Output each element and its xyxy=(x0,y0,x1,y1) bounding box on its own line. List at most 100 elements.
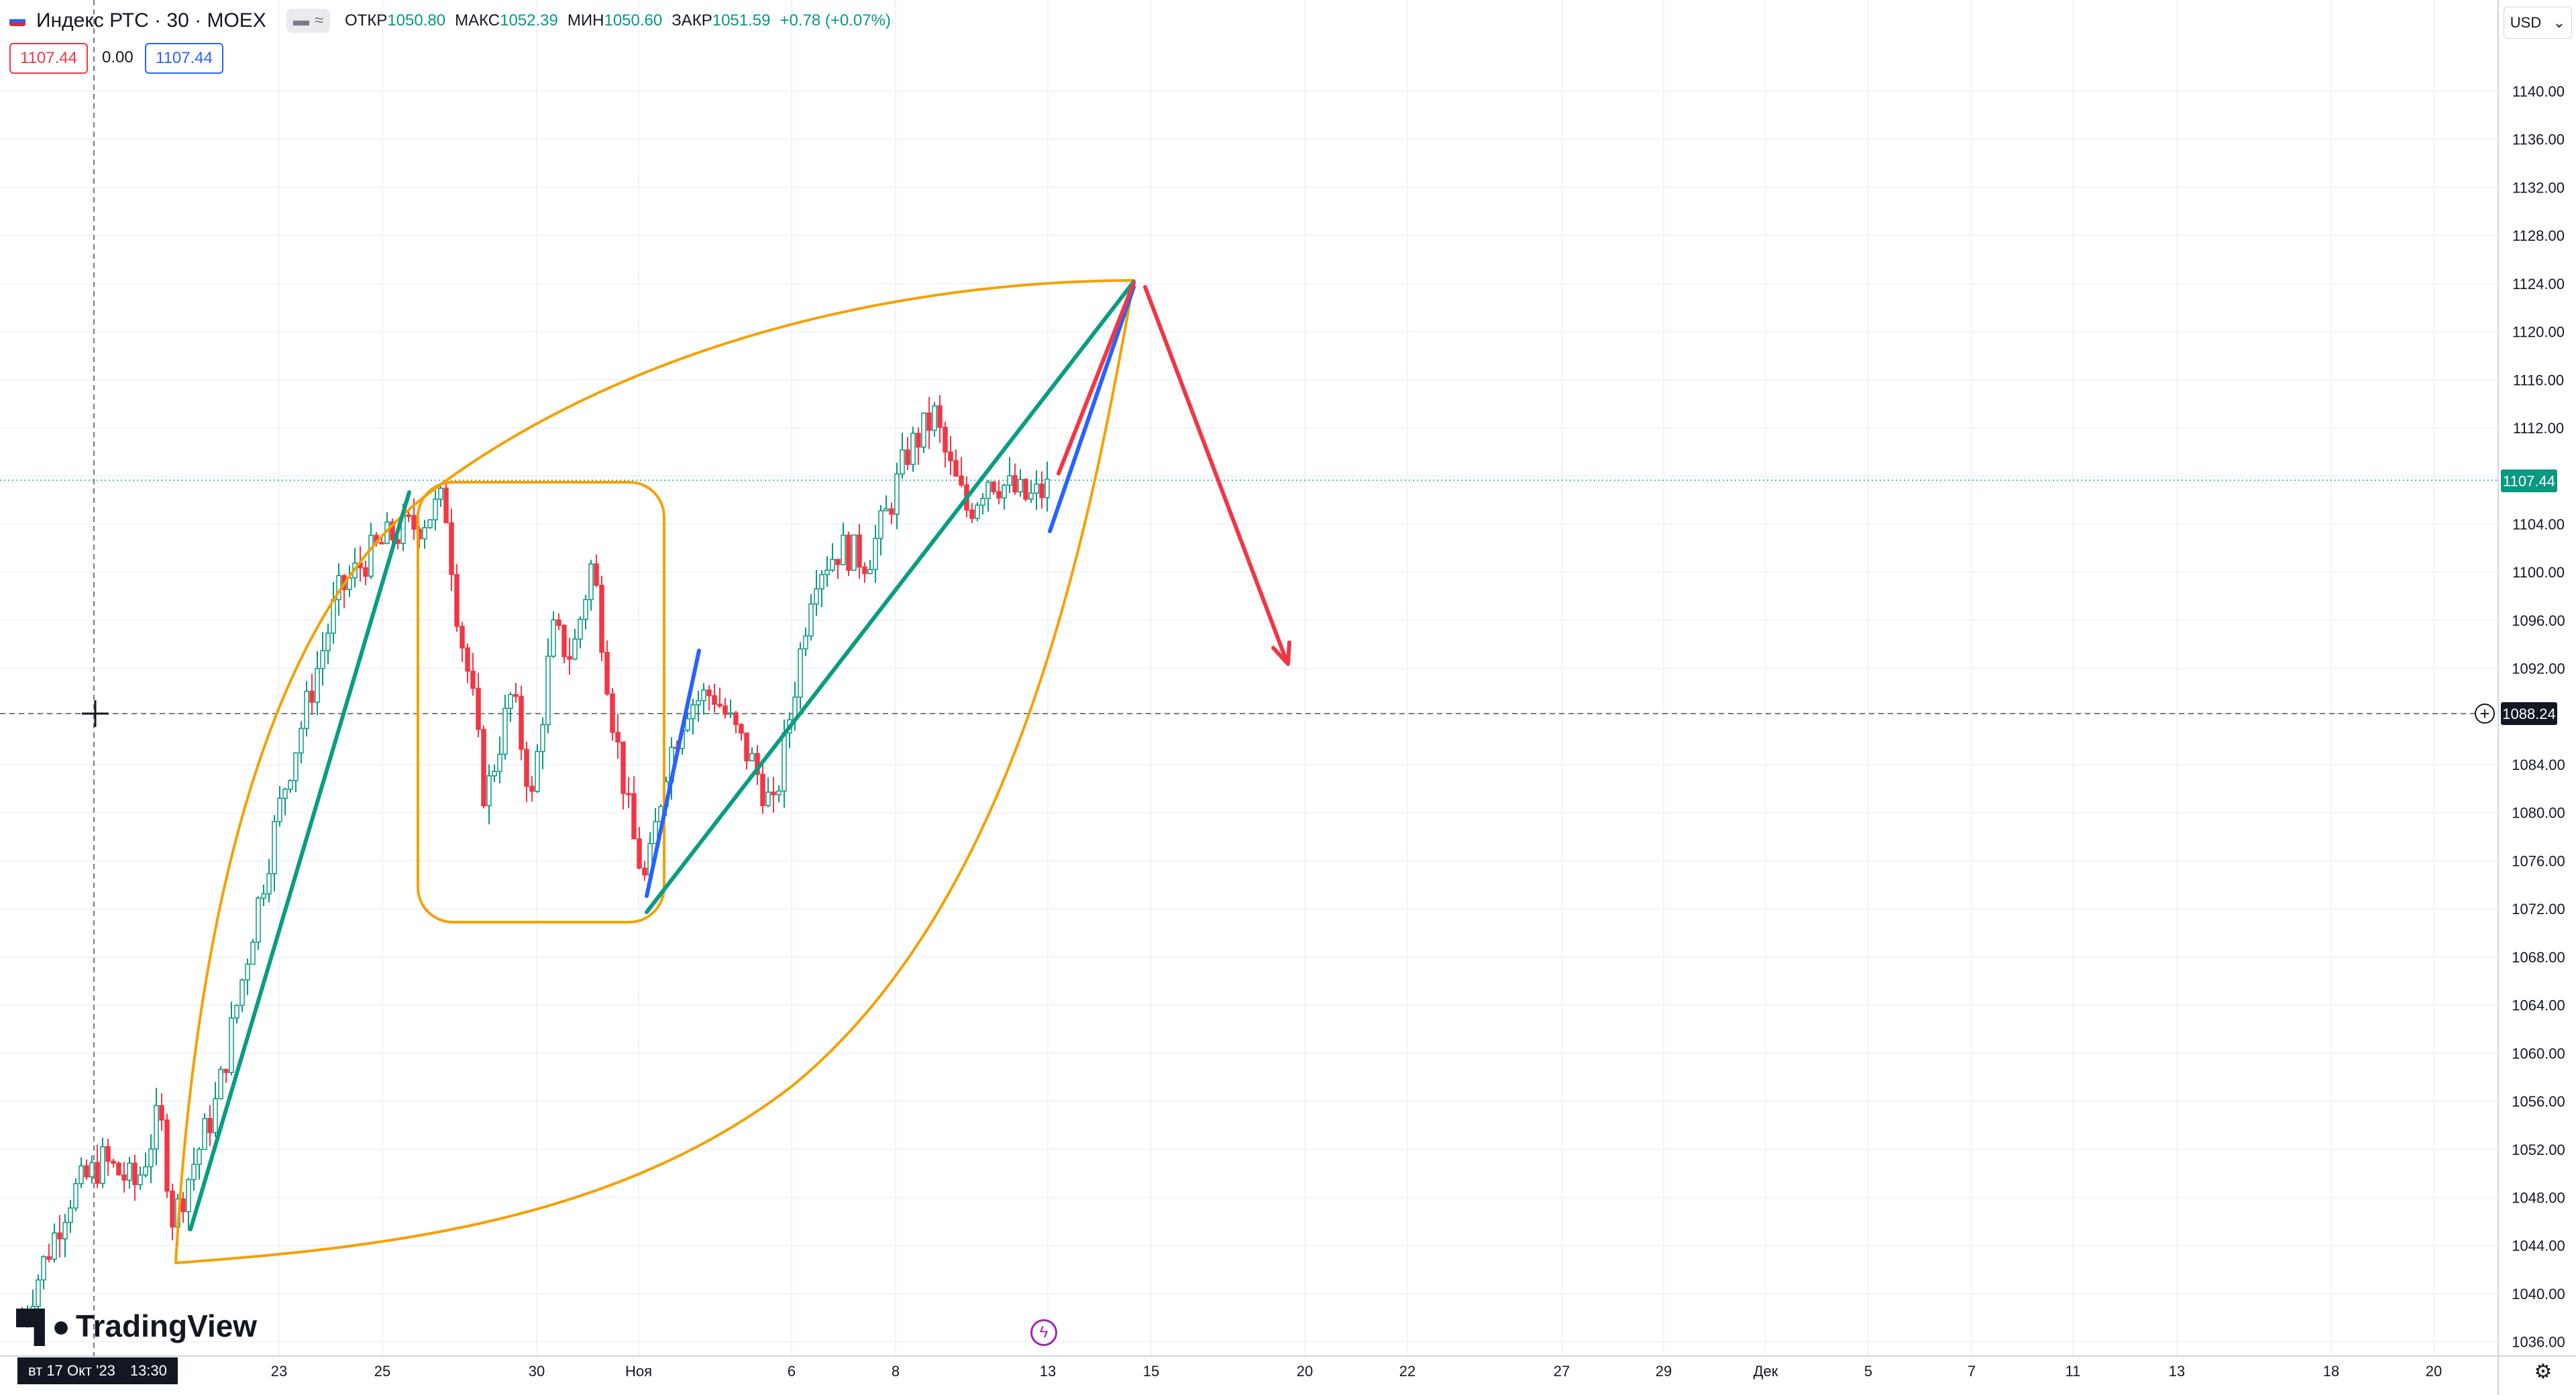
lightning-icon[interactable]: ϟ xyxy=(1030,1319,1057,1346)
candle-body xyxy=(637,838,642,869)
candle-body xyxy=(1007,475,1012,486)
candle-body xyxy=(73,1183,78,1209)
candle-body xyxy=(315,667,320,703)
candle-body xyxy=(304,690,309,729)
time-tick-label: 23 xyxy=(271,1363,287,1380)
candle-body xyxy=(873,538,878,570)
candle-body xyxy=(717,704,722,707)
symbol-title[interactable]: Индекс РТС · 30 · MOEX xyxy=(36,9,266,32)
candle-body xyxy=(588,563,594,600)
consolidation-box[interactable] xyxy=(417,481,665,924)
candle-body xyxy=(223,1068,229,1073)
price-tick-label: 1096.00 xyxy=(2512,612,2565,629)
candle-body xyxy=(293,752,299,781)
candle-body xyxy=(513,693,519,697)
crosshair-price-tag-text: 1088.24 xyxy=(2502,706,2556,722)
candle-body xyxy=(250,941,256,965)
candle-body xyxy=(851,534,857,571)
candle-body xyxy=(583,599,588,620)
candle-body xyxy=(969,509,975,519)
candle-body xyxy=(116,1162,121,1176)
ohlc-high: МАКС1052.39 xyxy=(455,11,558,30)
candle-body xyxy=(765,791,771,806)
currency-select[interactable]: USD ⌄ xyxy=(2504,7,2572,39)
candle-body xyxy=(288,780,293,790)
candle-body xyxy=(771,791,776,795)
candle-body xyxy=(943,427,948,453)
candle-body xyxy=(857,534,862,568)
trendline-2[interactable] xyxy=(645,280,1136,914)
candle-body xyxy=(476,687,481,730)
buy-price-button[interactable]: 1107.44 xyxy=(145,43,223,74)
crosshair-time: 13:30 xyxy=(129,1362,167,1379)
candle-body xyxy=(878,510,883,539)
candle-body xyxy=(502,708,508,755)
time-tick-label: 25 xyxy=(374,1363,390,1380)
price-tick-label: 1068.00 xyxy=(2512,949,2565,966)
candle-body xyxy=(390,521,395,541)
candle-body xyxy=(202,1117,207,1150)
candle-body xyxy=(234,1005,239,1019)
indicator-toggle[interactable]: ▬ ≈ xyxy=(286,9,330,33)
candle-body xyxy=(1023,479,1028,500)
close-value: 1051.59 xyxy=(712,11,771,30)
candle-body xyxy=(803,635,808,650)
candle-body xyxy=(213,1098,218,1133)
candle-body xyxy=(722,705,728,715)
trendline-1[interactable] xyxy=(189,490,411,1231)
candle-body xyxy=(862,566,867,575)
candle-body xyxy=(545,655,551,726)
candle-body xyxy=(846,535,851,571)
candle-body xyxy=(121,1174,127,1181)
sell-price-button[interactable]: 1107.44 xyxy=(9,43,88,74)
candle-body xyxy=(1002,484,1007,499)
change-value: +0.78 (+0.07%) xyxy=(780,11,891,30)
candle-body xyxy=(186,1179,191,1213)
candle-body xyxy=(256,897,261,943)
candle-body xyxy=(508,693,513,709)
candle-body xyxy=(470,670,476,689)
candle-body xyxy=(798,648,803,698)
candle-body xyxy=(449,522,454,575)
candle-body xyxy=(154,1105,159,1150)
candle-body xyxy=(422,527,427,540)
candle-body xyxy=(57,1232,62,1239)
candle-body xyxy=(980,498,985,506)
red-down-arrow-shaft[interactable] xyxy=(1143,285,1289,663)
red-down-arrow-head xyxy=(1271,640,1291,666)
candle-body xyxy=(272,821,277,875)
candle-body xyxy=(690,704,696,720)
price-axis[interactable]: 1140.00 1136.00 1132.00 1128.00 1124.00 1120.… xyxy=(2512,83,2565,1351)
candle-body xyxy=(728,712,733,715)
crosshair-cursor xyxy=(82,700,109,727)
price-tick-label: 1092.00 xyxy=(2512,661,2565,677)
tradingview-logo[interactable]: ▀▌● TradingView xyxy=(16,1308,257,1344)
time-tick-label: 22 xyxy=(1399,1363,1415,1380)
gear-icon[interactable]: ⚙ xyxy=(2534,1360,2553,1383)
candle-body xyxy=(519,695,524,750)
candle-body xyxy=(610,693,615,733)
blue-segment-1[interactable] xyxy=(645,649,701,898)
candle-body xyxy=(953,460,959,477)
candle-body xyxy=(916,433,921,448)
candle-body xyxy=(111,1160,116,1164)
candle-body xyxy=(621,741,626,794)
price-tick-label: 1132.00 xyxy=(2512,179,2565,196)
candle-body xyxy=(207,1117,213,1133)
blue-segment-2[interactable] xyxy=(1048,285,1136,533)
candle-body xyxy=(948,451,953,461)
candle-body xyxy=(486,775,492,807)
red-segment[interactable] xyxy=(1057,281,1136,476)
candle-body xyxy=(78,1165,84,1184)
time-tick-label: 15 xyxy=(1143,1363,1159,1380)
chart-grid xyxy=(0,0,2498,1356)
plus-circle-icon[interactable]: + xyxy=(2475,704,2495,724)
time-axis[interactable]: 23 25 30 Ноя 6 8 13 15 20 22 27 29 Дек 5 7 11 13 18 20 xyxy=(271,1363,2442,1380)
candle-body xyxy=(143,1166,148,1176)
flag-icon xyxy=(9,15,25,26)
candle-body xyxy=(127,1162,132,1181)
drawings[interactable] xyxy=(174,279,1291,1264)
last-price-tag-text: 1107.44 xyxy=(2503,473,2555,490)
candle-body xyxy=(52,1232,57,1260)
